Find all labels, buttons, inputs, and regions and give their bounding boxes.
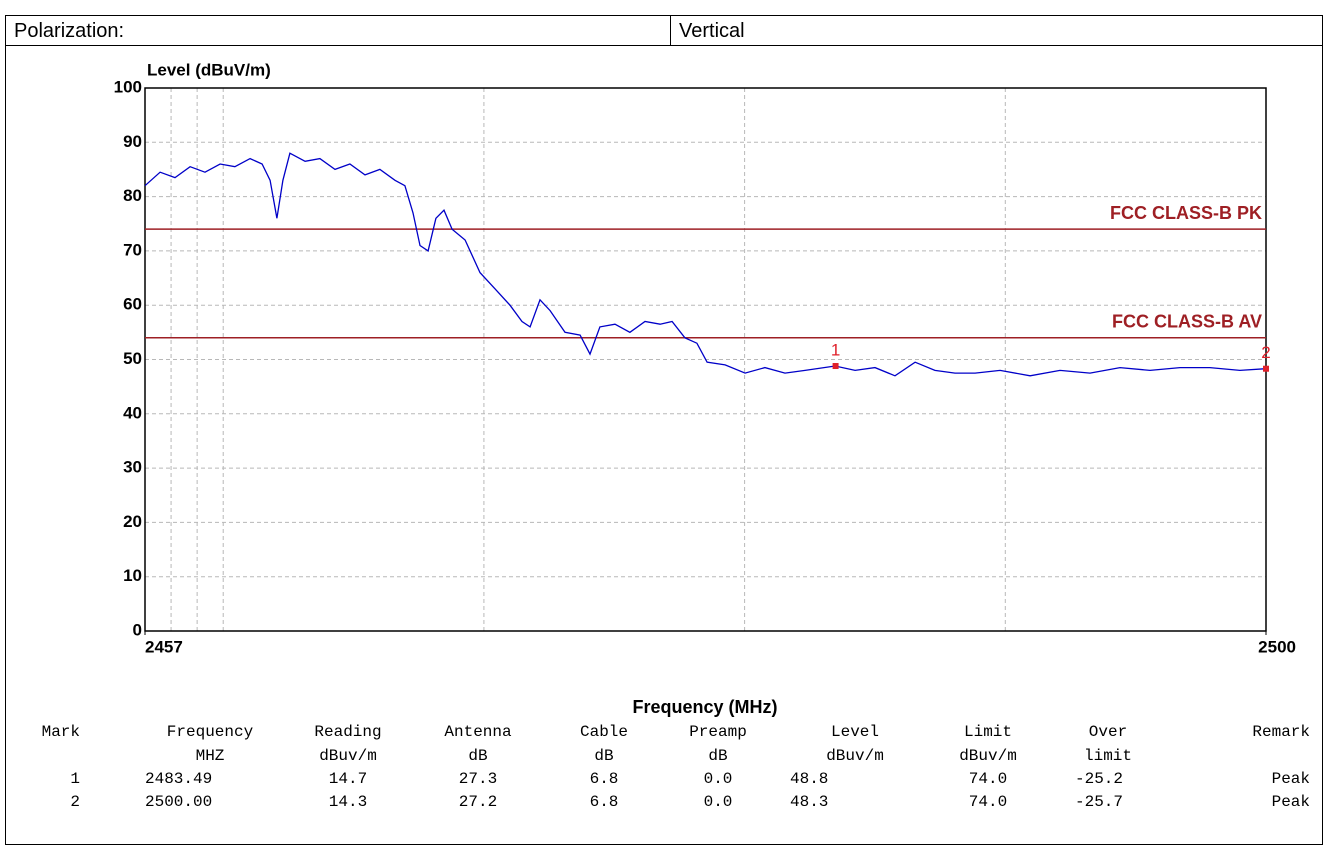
column-header: Antenna [444, 723, 512, 741]
column-header: Cable [580, 723, 628, 741]
y-tick-label: 20 [123, 512, 142, 531]
y-tick-label: 0 [133, 620, 142, 639]
table-cell: 0.0 [704, 770, 733, 788]
table-cell: 27.2 [459, 793, 497, 811]
x-axis-label: Frequency (MHz) [632, 697, 777, 717]
x-tick-label: 2457 [145, 637, 183, 656]
y-tick-label: 80 [123, 186, 142, 205]
table-cell: 48.8 [790, 770, 828, 788]
column-unit: dBuv/m [959, 747, 1017, 765]
column-unit: MHZ [196, 747, 225, 765]
trace [144, 152, 1267, 377]
table-cell: 74.0 [969, 793, 1007, 811]
column-header: Reading [314, 723, 381, 741]
table-cell: 6.8 [590, 770, 619, 788]
table-cell: 14.3 [329, 793, 367, 811]
column-unit: dB [468, 747, 487, 765]
y-tick-label: 10 [123, 566, 142, 585]
y-tick-label: 50 [123, 349, 142, 368]
table-cell: Peak [1272, 770, 1310, 788]
table-cell: 2483.49 [145, 770, 212, 788]
table-cell: 2 [70, 793, 80, 811]
column-header: Mark [42, 723, 80, 741]
y-axis-label: Level (dBuV/m) [147, 60, 271, 79]
column-unit: dB [594, 747, 613, 765]
table-cell: 14.7 [329, 770, 367, 788]
table-cell: 2500.00 [145, 793, 212, 811]
table-cell: 74.0 [969, 770, 1007, 788]
marker-label: 2 [1261, 343, 1270, 362]
marker [832, 363, 839, 370]
y-tick-label: 90 [123, 132, 142, 151]
column-header: Remark [1252, 723, 1310, 741]
column-header: Over [1089, 723, 1127, 741]
table-cell: -25.7 [1075, 793, 1123, 811]
x-tick-label: 2500 [1258, 637, 1296, 656]
column-unit: limit [1084, 747, 1132, 765]
marker-label: 1 [831, 341, 840, 360]
y-tick-label: 60 [123, 295, 142, 314]
column-header: Level [831, 723, 879, 741]
table-cell: 48.3 [790, 793, 828, 811]
table-cell: -25.2 [1075, 770, 1123, 788]
y-tick-label: 30 [123, 458, 142, 477]
marker [1263, 365, 1269, 372]
y-tick-label: 40 [123, 403, 142, 422]
table-cell: 0.0 [704, 793, 733, 811]
plot-border [144, 87, 1267, 632]
table-cell: 6.8 [590, 793, 619, 811]
limit-label: FCC CLASS-B PK [1110, 203, 1262, 223]
column-unit: dBuv/m [826, 747, 884, 765]
column-header: Preamp [689, 723, 747, 741]
column-header: Frequency [167, 723, 254, 741]
column-header: Limit [964, 723, 1012, 741]
table-cell: 1 [70, 770, 80, 788]
column-unit: dBuv/m [319, 747, 377, 765]
limit-label: FCC CLASS-B AV [1112, 312, 1262, 332]
table-cell: Peak [1272, 793, 1310, 811]
column-unit: dB [708, 747, 727, 765]
table-cell: 27.3 [459, 770, 497, 788]
y-tick-label: 100 [114, 77, 142, 96]
y-tick-label: 70 [123, 240, 142, 259]
